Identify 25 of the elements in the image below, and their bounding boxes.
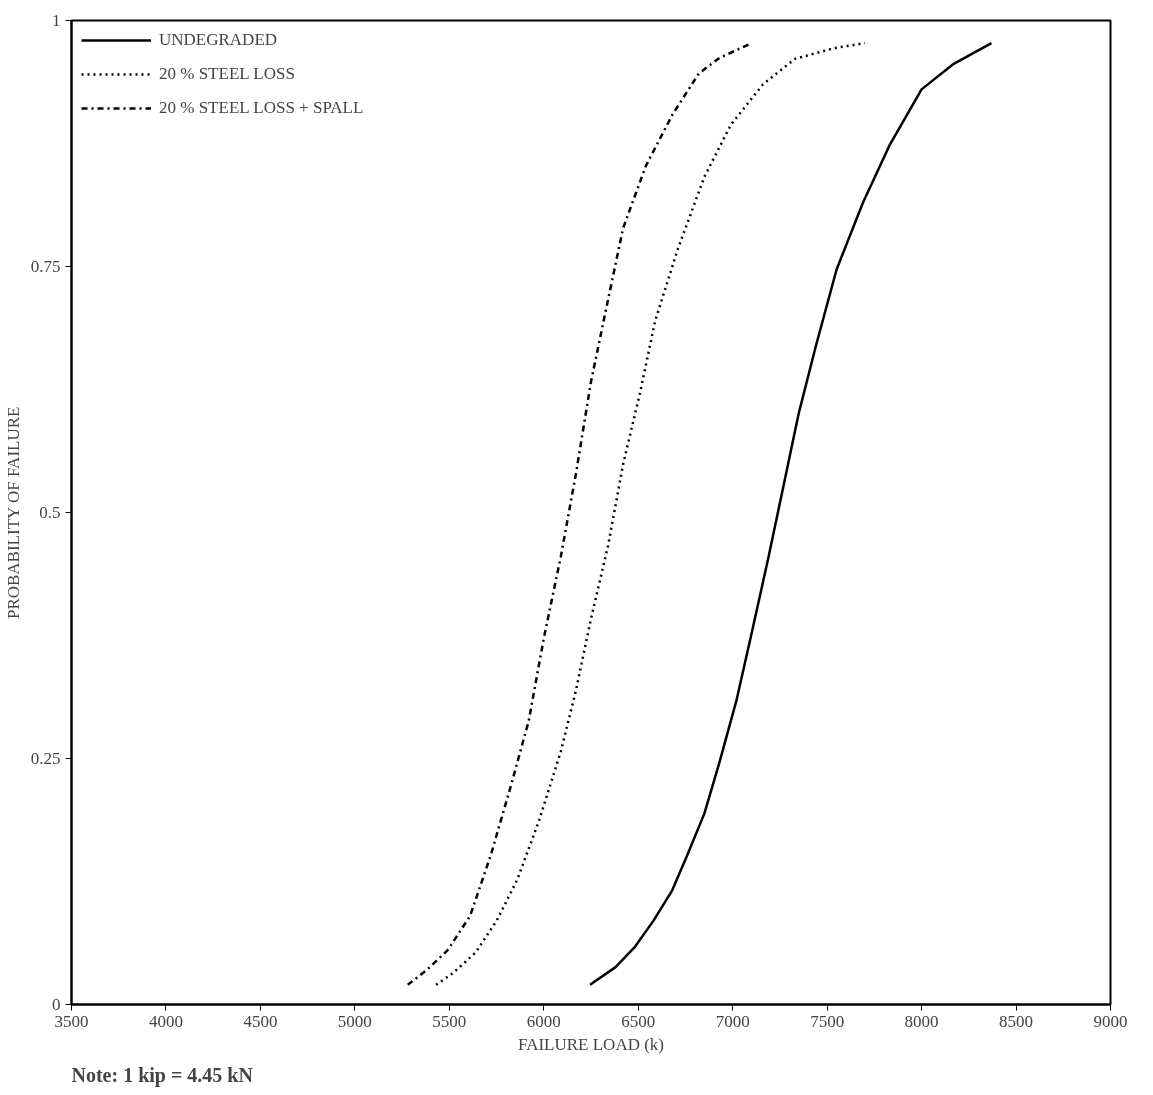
y-tick-label: 1 [52,11,61,30]
y-axis-title: PROBABILITY OF FAILURE [3,406,23,620]
x-tick-label: 5500 [432,1011,467,1031]
x-tick-label: 9000 [1093,1011,1128,1031]
x-tick-label: 8500 [999,1011,1034,1031]
x-tick-label: 8000 [904,1011,939,1031]
x-tick-label: 3500 [54,1011,89,1031]
x-tick-label: 6500 [621,1011,656,1031]
text: Note: 1 kip = 4.45 kN [71,1063,254,1087]
x-axis-title: FAILURE LOAD (k) [517,1034,665,1054]
y-tick-label: 0.5 [39,503,61,522]
x-tick-label: 7000 [715,1011,750,1031]
legend-label: 20 % STEEL LOSS + SPALL [159,98,364,118]
x-tick-label: 5000 [337,1011,372,1031]
x-tick-label: 4500 [243,1011,278,1031]
x-tick-label: 4000 [148,1011,183,1031]
legend-label: UNDEGRADED [159,30,278,50]
x-tick-label: 6000 [526,1011,561,1031]
line-series [588,41,993,987]
legend-label: 20 % STEEL LOSS [159,64,295,84]
y-tick-label: 0.25 [30,749,61,768]
x-tick-label: 7500 [810,1011,845,1031]
y-tick-label: 0 [52,995,61,1014]
y-tick-label: 0.75 [30,257,61,276]
line-series [434,41,867,987]
